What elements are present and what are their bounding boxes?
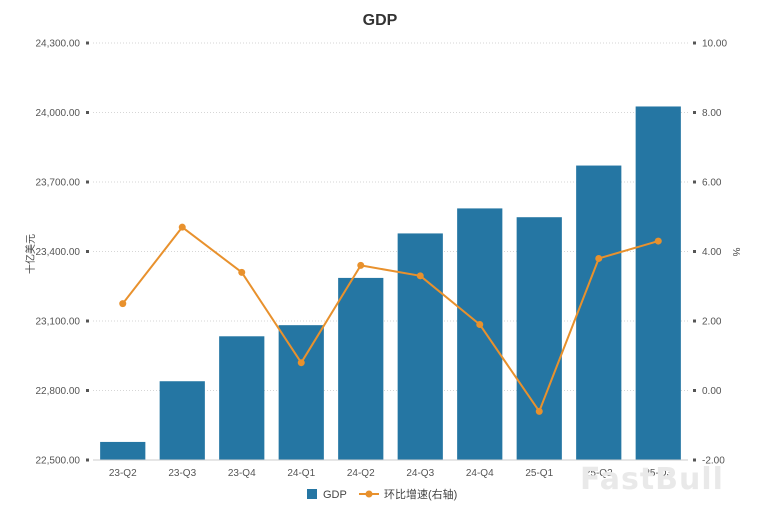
- left-tick-mark: [86, 389, 89, 392]
- right-tick-mark: [693, 319, 696, 323]
- left-tick-mark: [86, 41, 89, 45]
- x-tick-label: 25-Q2: [585, 468, 613, 479]
- right-tick-label: -2.00: [702, 456, 725, 467]
- growth-point: [654, 237, 662, 245]
- growth-point: [357, 261, 365, 269]
- left-tick-label: 24,000.00: [36, 108, 81, 119]
- right-tick-label: 6.00: [702, 178, 722, 189]
- right-tick-mark: [693, 250, 696, 253]
- left-tick-mark: [86, 250, 89, 253]
- right-tick-mark: [693, 180, 696, 184]
- growth-line-path: [121, 226, 659, 413]
- right-tick-label: 4.00: [702, 247, 722, 258]
- right-tick-mark: [693, 111, 696, 114]
- right-tick-label: 0.00: [702, 386, 722, 397]
- x-axis-ticks: 23-Q2 23-Q3 23-Q4 24-Q1 24-Q2 24-Q3 24-Q4 25-Q1…: [109, 468, 673, 479]
- x-tick-label: 25-Q1: [525, 468, 553, 479]
- x-tick-label: 24-Q2: [347, 468, 375, 479]
- gdp-bar: [219, 336, 265, 460]
- left-tick-label: 23,100.00: [36, 317, 81, 328]
- left-tick-mark: [86, 111, 89, 114]
- right-axis-ticks: -2.00 0.00 2.00 4.00 6.00 8.00 10.00: [693, 39, 727, 467]
- growth-point: [238, 268, 246, 276]
- legend-gdp-swatch[interactable]: [307, 489, 317, 499]
- gdp-bar: [397, 233, 443, 460]
- gdp-bar: [278, 325, 324, 460]
- growth-point: [476, 320, 484, 328]
- x-tick-label: 24-Q1: [287, 468, 315, 479]
- growth-point: [416, 272, 424, 280]
- legend-gdp-label[interactable]: GDP: [323, 489, 347, 501]
- left-tick-label: 22,800.00: [36, 386, 81, 397]
- growth-point: [535, 407, 543, 415]
- x-tick-label: 24-Q3: [406, 468, 434, 479]
- left-tick-label: 23,700.00: [36, 178, 81, 189]
- chart-title: GDP: [363, 12, 398, 29]
- growth-point: [595, 254, 603, 262]
- gdp-bar: [338, 277, 384, 460]
- right-tick-label: 8.00: [702, 108, 722, 119]
- x-tick-label: 23-Q3: [168, 468, 196, 479]
- left-tick-label: 22,500.00: [36, 456, 81, 467]
- growth-line: [119, 223, 662, 415]
- right-tick-mark: [693, 389, 696, 392]
- x-tick-label: 23-Q4: [228, 468, 256, 479]
- right-tick-mark: [693, 458, 696, 462]
- left-tick-mark: [86, 458, 89, 462]
- watermark: FastBull: [580, 462, 724, 497]
- gdp-bar: [457, 208, 503, 460]
- x-tick-label: 24-Q4: [466, 468, 494, 479]
- left-axis-ticks: 22,500.00 22,800.00 23,100.00 23,400.00 23,7…: [36, 39, 89, 467]
- growth-point: [178, 223, 186, 231]
- left-tick-mark: [86, 180, 89, 184]
- legend-growth-swatch-dot[interactable]: [365, 490, 373, 498]
- x-tick-label: 25-Q3: [644, 468, 672, 479]
- gdp-bar: [159, 381, 205, 460]
- legend: GDP 环比增速(右轴): [307, 487, 457, 501]
- legend-growth-label[interactable]: 环比增速(右轴): [384, 487, 457, 501]
- right-axis-label: %: [730, 248, 741, 257]
- x-tick-label: 23-Q2: [109, 468, 137, 479]
- left-axis-label: 十亿美元: [24, 234, 37, 274]
- right-tick-mark: [693, 41, 696, 45]
- left-tick-label: 23,400.00: [36, 247, 81, 258]
- right-tick-label: 10.00: [702, 39, 727, 50]
- left-tick-mark: [86, 319, 89, 323]
- gdp-bar: [635, 106, 681, 460]
- right-tick-label: 2.00: [702, 317, 722, 328]
- growth-point: [119, 300, 127, 308]
- gdp-bar: [576, 165, 622, 460]
- growth-point: [297, 359, 305, 367]
- gdp-bar: [516, 217, 562, 460]
- gdp-bar: [100, 441, 146, 460]
- left-tick-label: 24,300.00: [36, 39, 81, 50]
- gdp-bars: [100, 106, 681, 460]
